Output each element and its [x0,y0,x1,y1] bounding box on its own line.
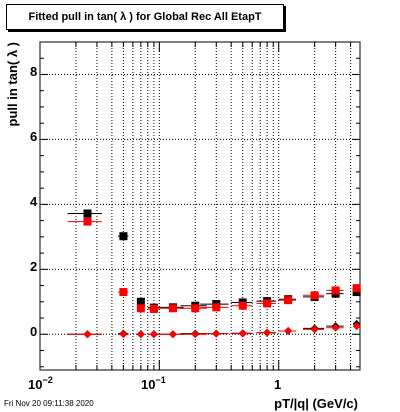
plot-frame [39,41,361,371]
y-tick-label: 6 [30,129,37,144]
data-point-square [168,304,177,313]
data-point-square [331,286,340,295]
data-point-square [119,232,128,241]
data-point-square [149,304,158,313]
data-marks [67,209,361,339]
x-tick-label: 1 [274,377,281,392]
data-point-diamond [136,330,145,339]
data-point-diamond [263,328,272,337]
data-point-square [191,304,200,313]
y-tick-label: 2 [30,259,37,274]
y-tick-label: 4 [30,194,38,209]
data-point-square [136,297,145,306]
data-point-diamond [331,323,340,332]
data-point-square [310,291,319,300]
timestamp: Fri Nov 20 09:11:38 2020 [4,399,94,408]
data-point-diamond [238,329,247,338]
chart-title: Fitted pull in tan( λ ) for Global Rec A… [6,4,284,30]
data-point-diamond [212,329,221,338]
data-point-square [352,284,361,293]
data-point-square [136,304,145,313]
data-point-square [83,217,92,226]
data-point-diamond [284,327,293,336]
data-point-diamond [83,330,92,339]
x-tick-label: 10−2 [28,375,53,392]
x-tick-label: 10−1 [141,375,166,392]
data-point-square [238,301,247,310]
data-point-diamond [310,325,319,334]
data-point-diamond [191,330,200,339]
data-point-diamond [168,330,177,339]
data-point-square [212,303,221,312]
data-point-square [83,209,92,218]
y-tick-label: 8 [30,64,37,79]
axis-ticks [39,41,360,370]
grid [39,42,360,370]
y-tick-label: 0 [30,324,37,339]
data-point-diamond [352,322,361,331]
data-point-square [263,299,272,308]
x-axis-title: pT/|q| (GeV/c) [274,396,358,411]
data-point-square [284,296,293,305]
data-point-diamond [149,330,158,339]
data-point-square [119,288,128,297]
data-point-diamond [119,330,128,339]
y-axis-title: pull in tan( λ ) [5,42,20,127]
